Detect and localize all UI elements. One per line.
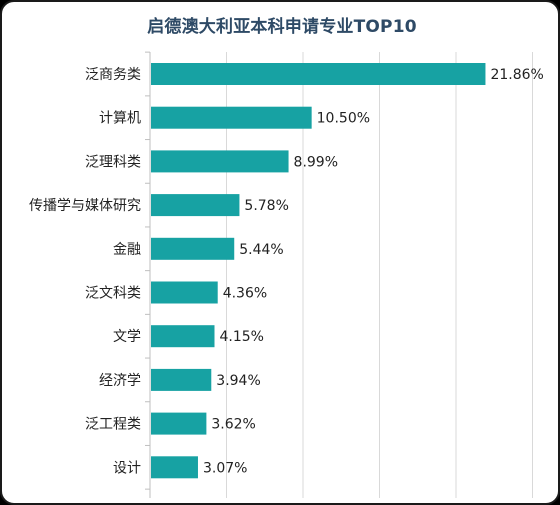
category-label: 金融 [113,242,141,258]
data-label: 4.36% [223,286,267,302]
data-label: 5.78% [244,198,288,214]
category-label: 传播学与媒体研究 [29,198,141,214]
category-label: 泛工程类 [85,417,141,433]
category-label: 泛商务类 [85,67,141,83]
data-label: 4.15% [219,329,263,345]
data-label: 21.86% [490,67,543,83]
bar [151,237,235,260]
category-label: 泛文科类 [85,286,141,302]
data-label: 3.94% [216,373,260,389]
bar [151,150,289,173]
category-label: 泛理科类 [85,154,141,170]
bar [151,106,312,129]
bar [151,325,215,348]
category-label: 设计 [113,460,141,476]
bar [151,456,198,479]
data-label: 5.44% [239,242,283,258]
bar [151,368,212,391]
data-label: 3.07% [203,460,247,476]
category-label: 文学 [113,329,141,345]
data-label: 3.62% [211,417,255,433]
bar [151,281,218,304]
category-label: 经济学 [99,373,141,389]
category-label: 计算机 [99,111,141,127]
data-label: 8.99% [294,154,338,170]
chart-title: 启德澳大利亚本科申请专业TOP10 [147,17,417,37]
bar [151,194,240,217]
data-label: 10.50% [317,111,370,127]
bar [151,63,486,85]
bar [151,412,207,435]
